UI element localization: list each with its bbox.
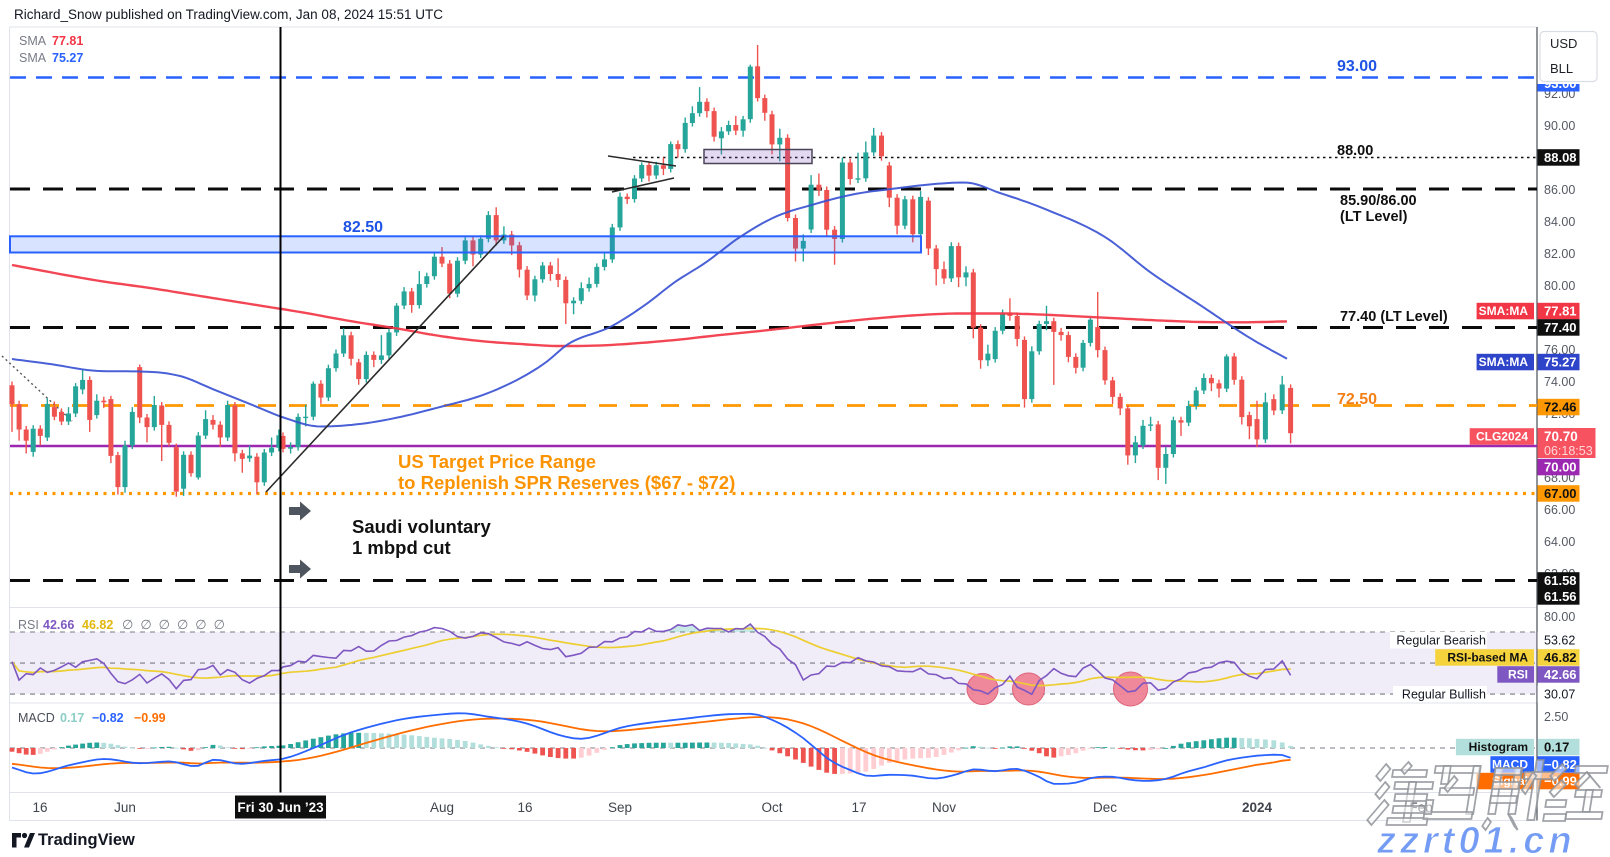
svg-text:Jun: Jun bbox=[114, 800, 136, 815]
svg-text:17: 17 bbox=[851, 800, 866, 815]
svg-text:SMA:MA: SMA:MA bbox=[1479, 355, 1529, 369]
svg-text:−0.99: −0.99 bbox=[134, 711, 166, 725]
svg-text:Aug: Aug bbox=[430, 800, 454, 815]
svg-text:82.50: 82.50 bbox=[343, 219, 383, 236]
svg-text:Richard_Snow published on Trad: Richard_Snow published on TradingView.co… bbox=[14, 7, 443, 22]
svg-text:80.00: 80.00 bbox=[1544, 279, 1575, 293]
svg-text:76.00: 76.00 bbox=[1544, 343, 1575, 357]
svg-text:66.00: 66.00 bbox=[1544, 503, 1575, 517]
svg-text:US Target Price Range: US Target Price Range bbox=[398, 451, 596, 472]
svg-text:∅∅∅∅∅∅: ∅∅∅∅∅∅ bbox=[122, 617, 232, 632]
svg-text:75.27: 75.27 bbox=[52, 51, 83, 65]
svg-text:88.08: 88.08 bbox=[1544, 150, 1577, 165]
svg-text:16: 16 bbox=[517, 800, 532, 815]
svg-text:Nov: Nov bbox=[932, 800, 956, 815]
svg-text:70.00: 70.00 bbox=[1544, 460, 1577, 475]
svg-text:Sep: Sep bbox=[608, 800, 632, 815]
svg-text:93.00: 93.00 bbox=[1544, 76, 1577, 91]
svg-text:85.90/86.00: 85.90/86.00 bbox=[1340, 193, 1417, 209]
svg-text:RSI: RSI bbox=[1508, 668, 1528, 682]
svg-text:SMA: SMA bbox=[19, 51, 47, 65]
svg-text:77.81: 77.81 bbox=[1544, 304, 1577, 319]
svg-text:61.58: 61.58 bbox=[1544, 573, 1577, 588]
svg-text:Regular Bullish: Regular Bullish bbox=[1402, 688, 1486, 702]
svg-text:Histogram: Histogram bbox=[1469, 740, 1528, 754]
svg-text:Dec: Dec bbox=[1093, 800, 1117, 815]
svg-text:USD: USD bbox=[1550, 36, 1577, 51]
svg-text:70.70: 70.70 bbox=[1544, 429, 1578, 444]
svg-text:77.40: 77.40 bbox=[1544, 320, 1577, 335]
svg-text:86.00: 86.00 bbox=[1544, 183, 1575, 197]
svg-text:TradingView: TradingView bbox=[38, 831, 135, 849]
svg-text:1 mbpd cut: 1 mbpd cut bbox=[352, 537, 451, 558]
svg-text:Oct: Oct bbox=[761, 800, 782, 815]
svg-text:75.27: 75.27 bbox=[1544, 355, 1577, 370]
svg-text:88.00: 88.00 bbox=[1337, 143, 1373, 159]
svg-text:30.07: 30.07 bbox=[1544, 688, 1575, 702]
svg-text:2.50: 2.50 bbox=[1544, 710, 1568, 724]
svg-text:RSI-based MA: RSI-based MA bbox=[1447, 651, 1528, 665]
svg-text:(LT Level): (LT Level) bbox=[1340, 209, 1408, 225]
svg-text:46.82: 46.82 bbox=[1544, 650, 1577, 665]
svg-text:RSI: RSI bbox=[18, 618, 39, 632]
svg-text:93.00: 93.00 bbox=[1337, 58, 1377, 75]
svg-text:Fri 30 Jun ’23: Fri 30 Jun ’23 bbox=[237, 800, 324, 815]
svg-text:0.17: 0.17 bbox=[1544, 740, 1569, 755]
svg-text:67.00: 67.00 bbox=[1544, 486, 1577, 501]
svg-text:46.82: 46.82 bbox=[82, 618, 113, 632]
svg-text:MACD: MACD bbox=[18, 711, 55, 725]
svg-text:77.81: 77.81 bbox=[52, 34, 83, 48]
svg-text:0.17: 0.17 bbox=[60, 711, 84, 725]
svg-text:72.46: 72.46 bbox=[1544, 400, 1577, 415]
svg-text:84.00: 84.00 bbox=[1544, 215, 1575, 229]
svg-text:SMA:MA: SMA:MA bbox=[1479, 304, 1529, 318]
svg-text:42.66: 42.66 bbox=[1544, 667, 1577, 682]
svg-text:06:18:53: 06:18:53 bbox=[1544, 444, 1593, 458]
svg-text:2024: 2024 bbox=[1242, 800, 1273, 815]
svg-text:16: 16 bbox=[32, 800, 47, 815]
svg-text:SMA: SMA bbox=[19, 34, 47, 48]
svg-text:to Replenish SPR Reserves ($67: to Replenish SPR Reserves ($67 - $72) bbox=[398, 472, 735, 493]
svg-text:42.66: 42.66 bbox=[43, 618, 74, 632]
svg-text:82.00: 82.00 bbox=[1544, 247, 1575, 261]
svg-text:−0.82: −0.82 bbox=[92, 711, 124, 725]
svg-text:61.56: 61.56 bbox=[1544, 589, 1577, 604]
svg-text:Saudi voluntary: Saudi voluntary bbox=[352, 516, 491, 537]
svg-text:Regular Bearish: Regular Bearish bbox=[1396, 634, 1486, 648]
svg-text:74.00: 74.00 bbox=[1544, 375, 1575, 389]
svg-text:72.50: 72.50 bbox=[1337, 391, 1377, 408]
svg-text:53.62: 53.62 bbox=[1544, 634, 1575, 648]
svg-text:64.00: 64.00 bbox=[1544, 535, 1575, 549]
svg-text:CLG2024: CLG2024 bbox=[1476, 430, 1528, 444]
svg-text:80.00: 80.00 bbox=[1544, 610, 1575, 624]
svg-text:zzrt01.cn: zzrt01.cn bbox=[1376, 820, 1576, 857]
svg-text:BLL: BLL bbox=[1550, 61, 1573, 76]
svg-text:77.40 (LT Level): 77.40 (LT Level) bbox=[1340, 309, 1448, 325]
svg-text:90.00: 90.00 bbox=[1544, 119, 1575, 133]
